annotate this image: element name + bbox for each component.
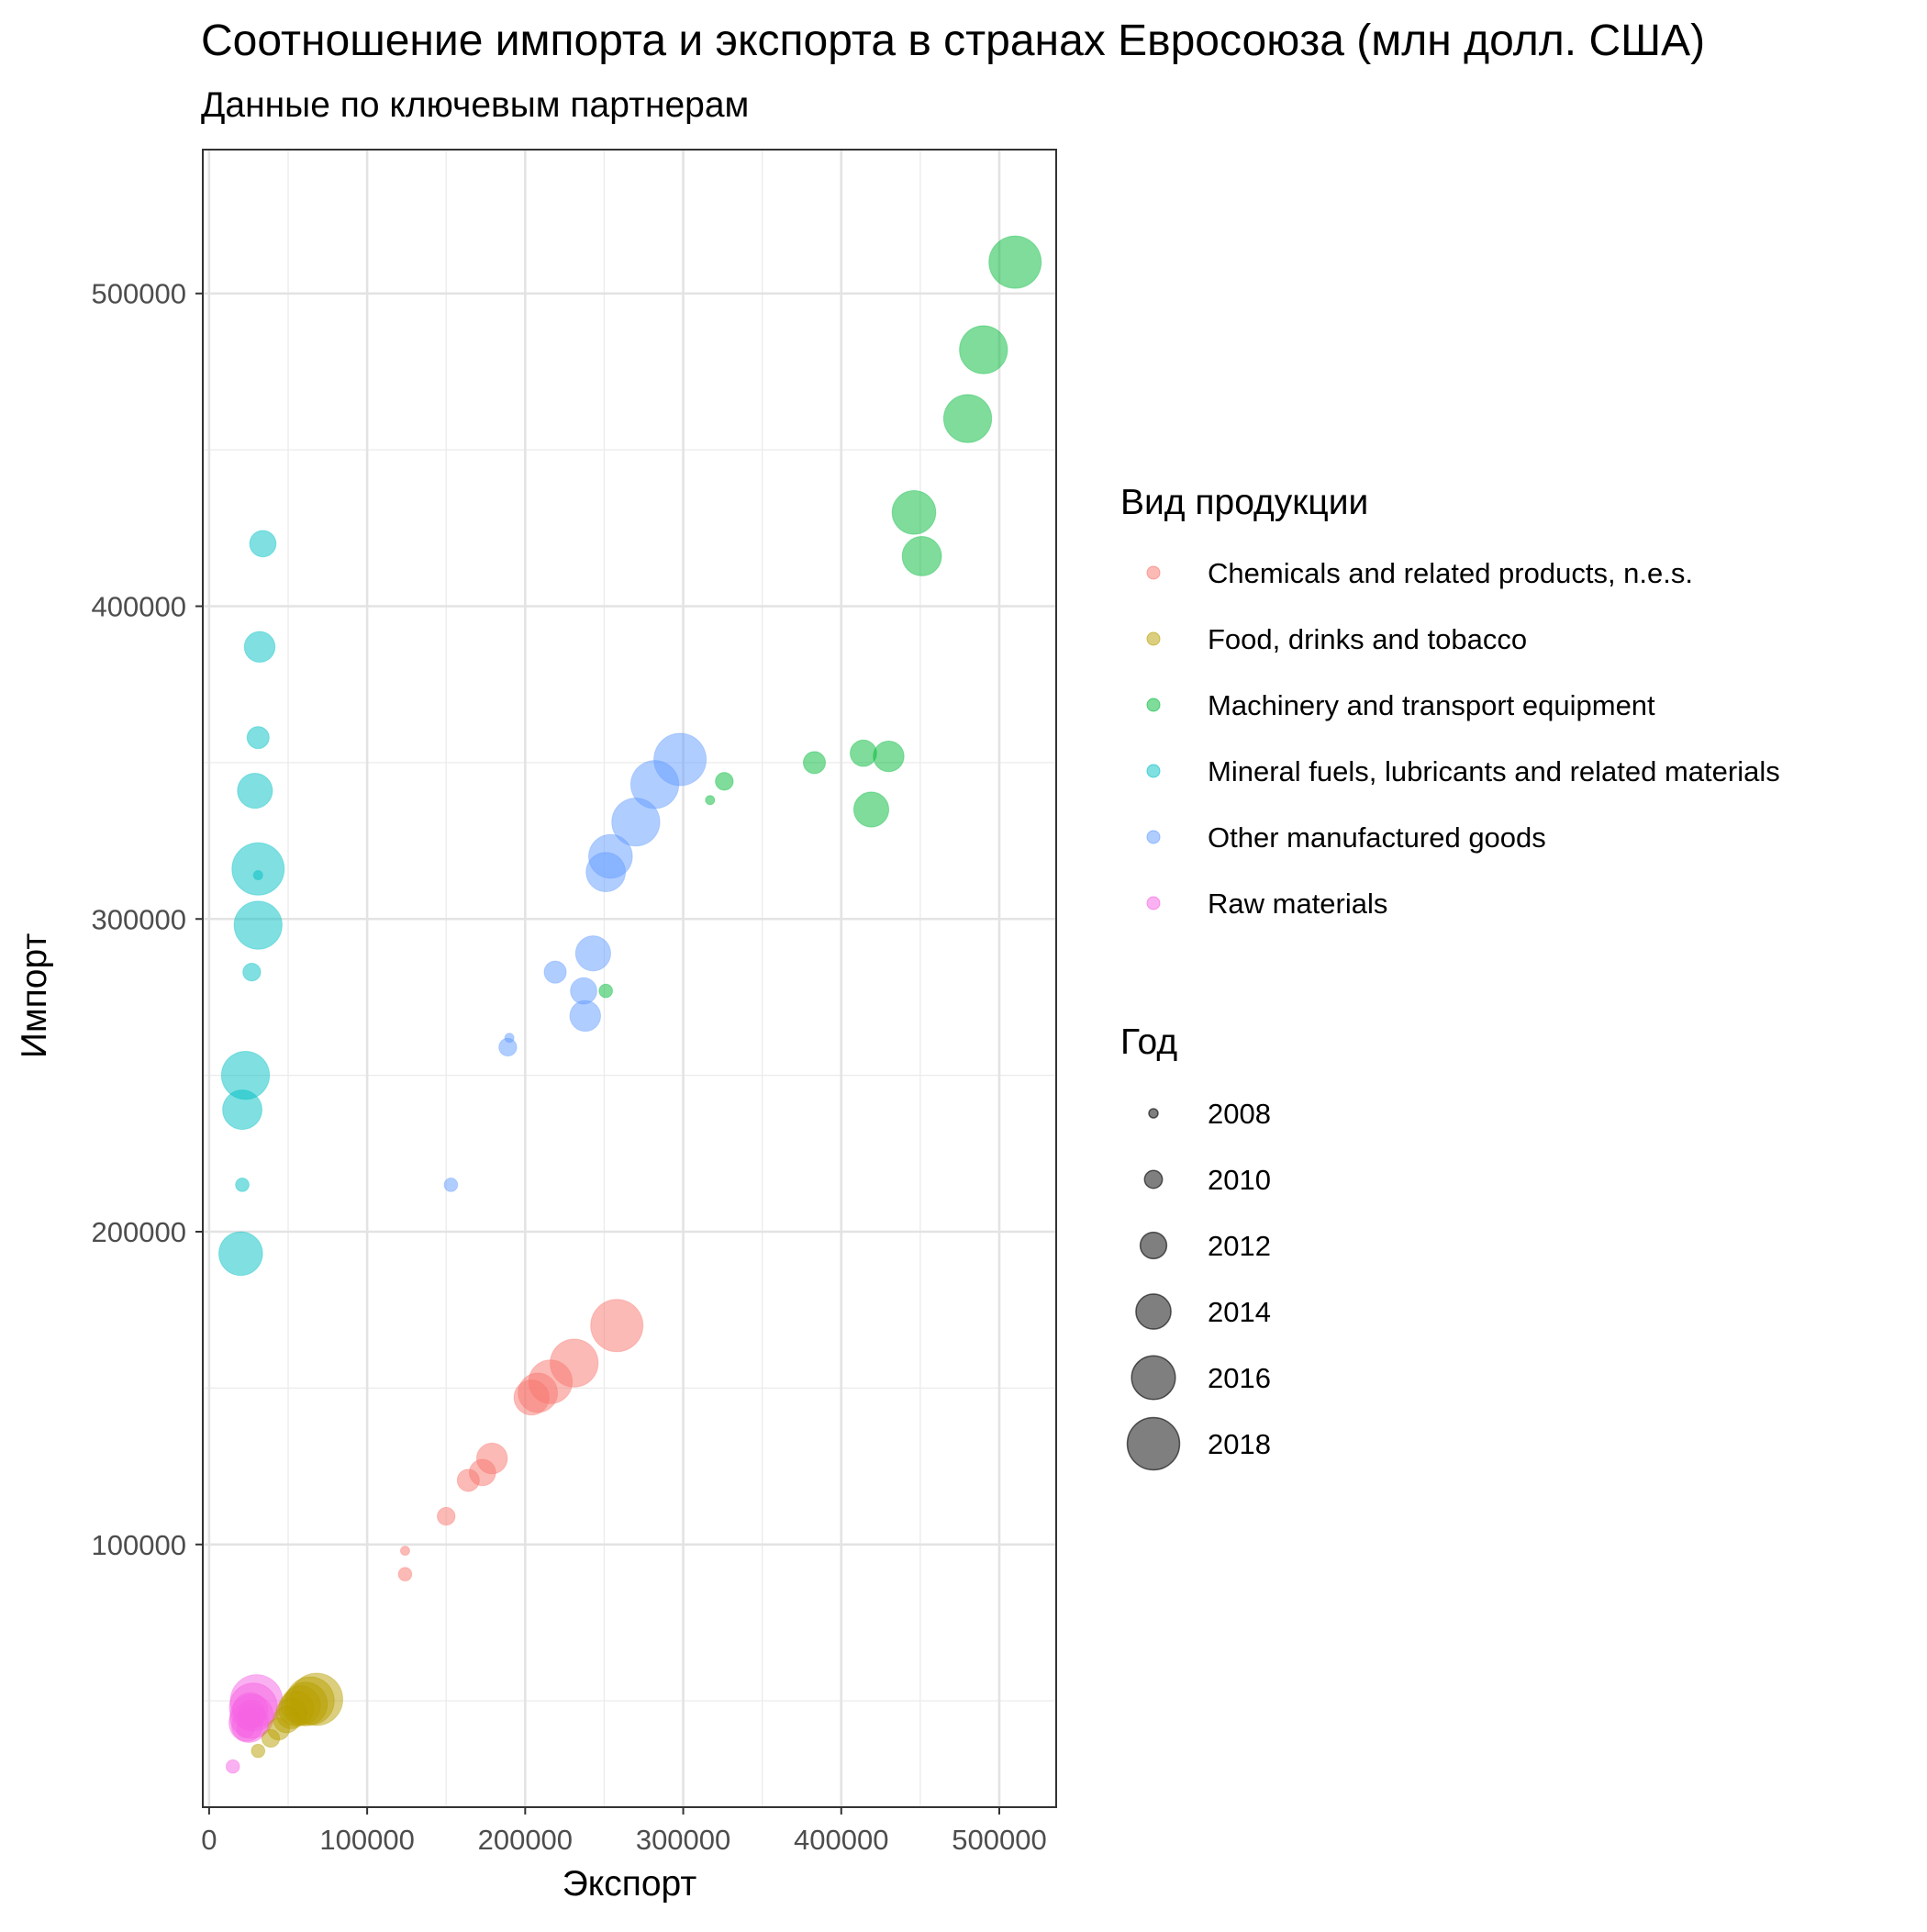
legend-color-label: Chemicals and related products, n.e.s. xyxy=(1208,557,1693,589)
legend-size-key xyxy=(1126,1416,1181,1471)
data-point xyxy=(988,235,1042,289)
data-point xyxy=(873,740,905,773)
legend-color-title: Вид продукции xyxy=(1120,483,1368,522)
data-point xyxy=(705,795,716,806)
data-point xyxy=(233,900,283,950)
legend-size-title: Год xyxy=(1120,1022,1177,1062)
data-point xyxy=(849,739,877,767)
plot-background xyxy=(203,150,1056,1807)
chart-subtitle: Данные по ключевым партнерам xyxy=(201,85,749,125)
data-point xyxy=(513,1379,550,1416)
data-point xyxy=(598,983,614,999)
data-point xyxy=(715,772,734,791)
legend-color-label: Machinery and transport equipment xyxy=(1208,689,1655,721)
legend-size-key xyxy=(1143,1169,1164,1189)
data-point xyxy=(397,1567,413,1581)
data-point xyxy=(569,1000,602,1033)
legend-color: Chemicals and related products, n.e.s. Fo… xyxy=(1146,557,1780,920)
y-tick-label: 200000 xyxy=(92,1216,186,1248)
legend-size: 2008 2010 2012 2014 2016 2018 xyxy=(1126,1098,1271,1471)
legend-color-key xyxy=(1146,698,1161,712)
x-axis: 0 100000 200000 300000 400000 500000 xyxy=(201,1807,1047,1856)
data-point xyxy=(246,726,270,750)
data-point xyxy=(218,1231,263,1277)
data-point xyxy=(249,530,277,558)
legend-color-key xyxy=(1146,764,1161,778)
data-point xyxy=(574,935,611,972)
legend-size-label: 2018 xyxy=(1208,1428,1271,1460)
data-point xyxy=(236,1719,255,1739)
legend-size-label: 2010 xyxy=(1208,1164,1271,1196)
y-tick-label: 300000 xyxy=(92,903,186,935)
x-tick-label: 500000 xyxy=(952,1824,1046,1856)
data-point xyxy=(959,325,1008,374)
legend-color-key xyxy=(1146,631,1161,646)
chart-title: Соотношение импорта и экспорта в странах… xyxy=(201,17,1705,65)
data-point xyxy=(456,1469,480,1492)
data-point xyxy=(222,1089,263,1131)
data-point xyxy=(802,751,827,775)
data-point xyxy=(590,1299,644,1353)
data-point xyxy=(543,960,567,984)
legend-size-label: 2012 xyxy=(1208,1230,1271,1262)
data-point xyxy=(237,772,273,810)
x-tick-label: 200000 xyxy=(478,1824,573,1856)
data-point xyxy=(585,852,627,893)
data-point xyxy=(942,394,993,443)
data-point xyxy=(570,977,597,1005)
y-tick-label: 500000 xyxy=(92,278,186,310)
y-tick-label: 100000 xyxy=(92,1529,186,1561)
data-point xyxy=(261,1728,281,1748)
legend-color-label: Raw materials xyxy=(1208,888,1387,920)
legend-color-label: Other manufactured goods xyxy=(1208,821,1546,854)
y-tick-label: 400000 xyxy=(92,591,186,623)
data-point xyxy=(242,962,262,982)
x-tick-label: 300000 xyxy=(636,1824,730,1856)
plot-panel xyxy=(202,149,1057,1808)
data-point xyxy=(399,1546,410,1557)
legend-size-key xyxy=(1148,1108,1159,1119)
legend-size-label: 2008 xyxy=(1208,1098,1271,1130)
data-point xyxy=(901,536,942,576)
legend-color-key xyxy=(1146,830,1161,844)
data-point xyxy=(443,1178,459,1192)
legend-size-label: 2016 xyxy=(1208,1362,1271,1394)
legend-size-key xyxy=(1139,1231,1168,1260)
x-tick-label: 0 xyxy=(201,1824,217,1856)
y-axis: 100000 200000 300000 400000 500000 xyxy=(92,278,203,1561)
legend-size-label: 2014 xyxy=(1208,1296,1271,1328)
legend-color-key xyxy=(1146,565,1161,580)
data-point xyxy=(437,1506,456,1526)
data-point xyxy=(891,489,937,535)
data-point xyxy=(235,1178,250,1192)
data-point xyxy=(231,842,285,896)
legend-size-key xyxy=(1131,1355,1176,1401)
data-point xyxy=(243,631,276,664)
data-point xyxy=(252,870,263,881)
legend-color-key xyxy=(1146,896,1161,910)
data-point xyxy=(225,1759,240,1774)
y-axis-label: Импорт xyxy=(15,933,54,1058)
x-tick-label: 400000 xyxy=(794,1824,888,1856)
plot-border xyxy=(202,149,1057,1808)
x-axis-label: Экспорт xyxy=(563,1864,697,1904)
data-point xyxy=(852,791,890,828)
data-point xyxy=(504,1033,515,1044)
data-point xyxy=(629,760,680,810)
x-tick-label: 100000 xyxy=(319,1824,414,1856)
legend-color-label: Food, drinks and tobacco xyxy=(1208,623,1527,655)
legend-size-key xyxy=(1135,1293,1172,1330)
data-point xyxy=(251,1743,266,1759)
legend-color-label: Mineral fuels, lubricants and related ma… xyxy=(1208,755,1780,787)
